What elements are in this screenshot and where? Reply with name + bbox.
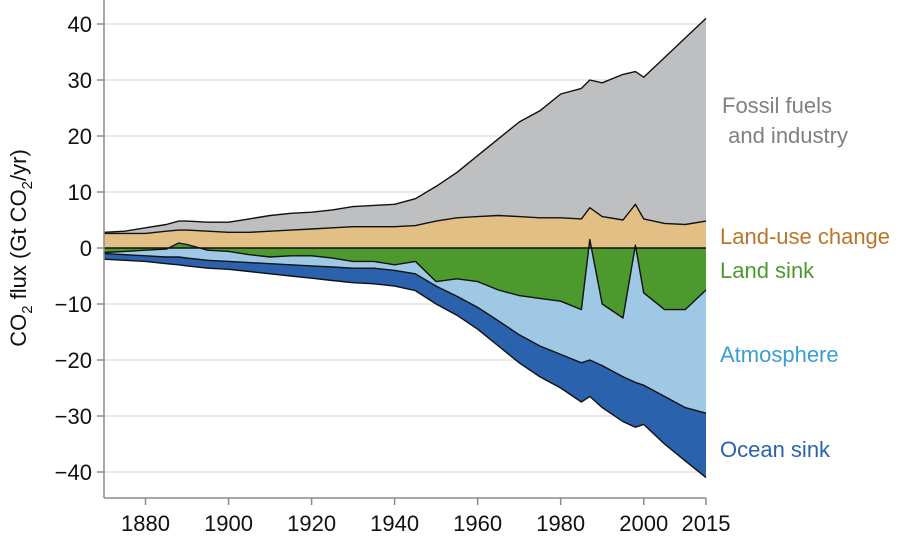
area-land-sink <box>104 239 706 318</box>
x-tick-label: 2000 <box>619 511 668 536</box>
label-fossil-line2: and industry <box>722 123 848 148</box>
x-tick-label: 1980 <box>536 511 585 536</box>
x-tick-labels: 1880 1900 1920 1940 1960 1980 2000 2015 <box>121 498 730 536</box>
x-tick-label: 1920 <box>287 511 336 536</box>
area-outlines <box>103 17 707 479</box>
y-tick-label: 10 <box>68 180 92 205</box>
y-axis-title-sub1: 2 <box>19 305 36 313</box>
axes <box>103 0 706 499</box>
y-tick-label: 30 <box>68 68 92 93</box>
y-tick-label: 0 <box>80 236 92 261</box>
label-ocean-sink: Ocean sink <box>720 437 831 462</box>
label-atmosphere: Atmosphere <box>720 342 839 367</box>
outline-ocean <box>103 258 707 479</box>
outline-land-use <box>104 203 707 235</box>
gridlines <box>104 23 706 473</box>
y-axis-title-middle: flux (Gt CO <box>6 189 31 305</box>
label-landuse: Land-use change <box>720 224 890 249</box>
outline-land-sink <box>103 238 707 319</box>
x-tick-label: 1880 <box>121 511 170 536</box>
label-fossil-line1: Fossil fuels <box>722 93 832 118</box>
area-layers <box>104 18 706 478</box>
outline-fossil <box>103 17 707 233</box>
y-tick-label: 40 <box>68 12 92 37</box>
y-axis-title-sub2: 2 <box>19 181 36 189</box>
y-axis-title-prefix: CO <box>6 314 31 347</box>
area-fossil-fuels <box>104 18 706 234</box>
y-tick-label: −30 <box>55 404 92 429</box>
y-axis-title: CO2 flux (Gt CO2/yr) <box>6 149 36 347</box>
x-tick-label: 1960 <box>453 511 502 536</box>
x-tick-label: 1900 <box>204 511 253 536</box>
y-axis-title-suffix: /yr) <box>6 149 31 181</box>
area-ocean-sink <box>104 253 706 478</box>
y-tick-label: −10 <box>55 292 92 317</box>
x-tick-label: 2015 <box>682 511 731 536</box>
area-land-use-change <box>104 204 706 248</box>
y-tick-label: −20 <box>55 348 92 373</box>
y-tick-label: 20 <box>68 124 92 149</box>
y-tick-labels: 40 30 20 10 0 −10 −20 −30 −40 <box>55 12 104 485</box>
y-tick-label: −40 <box>55 460 92 485</box>
x-tick-label: 1940 <box>370 511 419 536</box>
outline-atmosphere <box>103 252 707 414</box>
label-land-sink: Land sink <box>720 258 815 283</box>
